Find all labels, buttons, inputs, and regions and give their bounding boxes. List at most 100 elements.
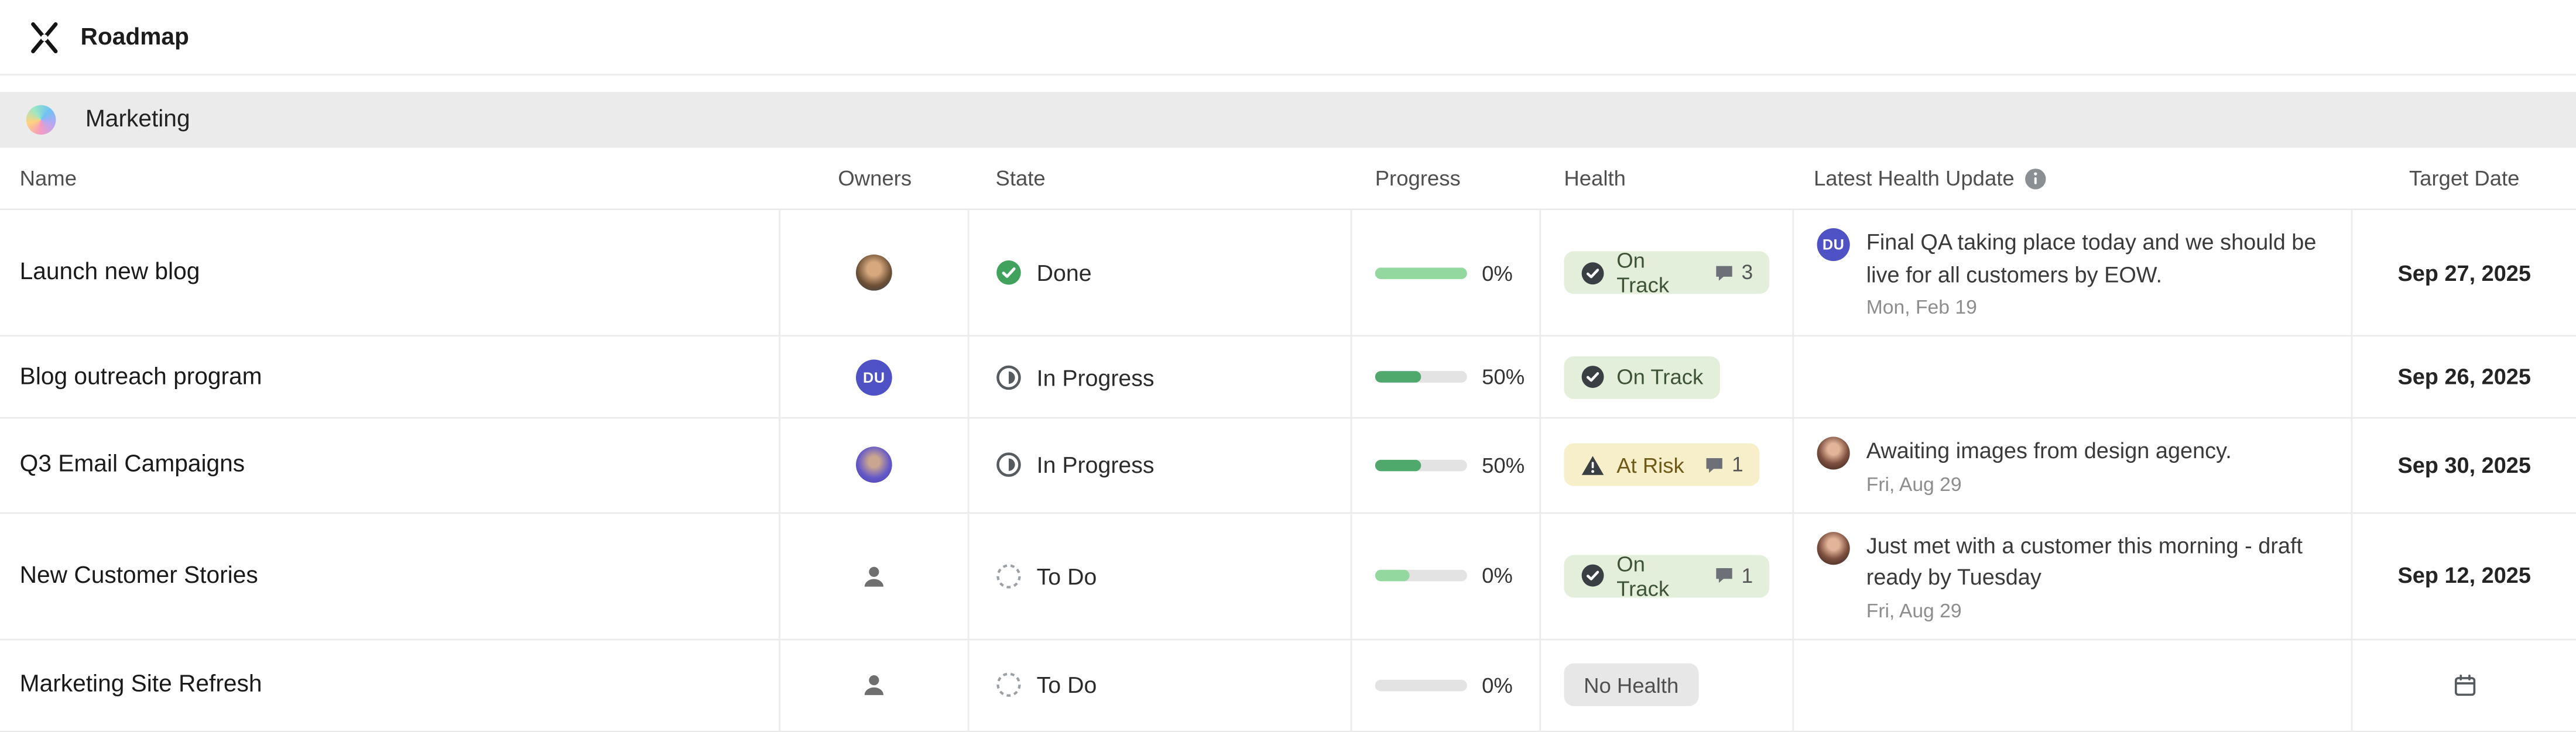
state-cell[interactable]: Done (970, 210, 1352, 335)
project-name-cell[interactable]: Marketing Site Refresh (0, 640, 780, 731)
group-name: Marketing (85, 106, 190, 133)
health-cell: No Health (1541, 640, 1794, 731)
target-date-cell[interactable]: Sep 27, 2025 (2352, 210, 2576, 335)
group-header-marketing[interactable]: Marketing (0, 92, 2576, 148)
health-update-cell[interactable] (1794, 640, 2353, 731)
health-update-cell[interactable]: Awaiting images from design agency. Fri,… (1794, 418, 2353, 512)
health-label: On Track (1616, 551, 1670, 601)
state-label: In Progress (1036, 452, 1155, 479)
project-name: Q3 Email Campaigns (19, 452, 245, 479)
progress-percent: 50% (1482, 365, 1525, 390)
state-todo-icon (996, 672, 1022, 699)
health-update-cell[interactable]: DU Final QA taking place today and we sh… (1794, 210, 2353, 335)
column-header-name: Name (19, 166, 77, 191)
update-date: Fri, Aug 29 (1866, 472, 1962, 496)
progress-percent: 0% (1482, 672, 1513, 698)
state-label: To Do (1036, 562, 1097, 589)
progress-cell: 50% (1352, 418, 1542, 512)
health-badge[interactable]: On Track (1564, 355, 1720, 398)
target-date-cell[interactable]: Sep 26, 2025 (2352, 337, 2576, 417)
owners-cell (780, 210, 970, 335)
progress-bar (1375, 459, 1467, 472)
update-author-avatar: DU (1817, 228, 1850, 262)
app-logo-icon (26, 19, 63, 55)
progress-percent: 0% (1482, 563, 1513, 589)
owners-cell (780, 418, 970, 512)
project-name: New Customer Stories (19, 562, 258, 589)
target-date-cell[interactable]: Sep 12, 2025 (2352, 513, 2576, 638)
info-icon[interactable] (2025, 167, 2047, 190)
comment-count[interactable]: 1 (1714, 565, 1753, 587)
no-owner-icon (859, 671, 889, 700)
check-circle-icon (1580, 260, 1605, 285)
column-header-target-date: Target Date (2409, 166, 2520, 191)
health-cell: On Track 3 (1541, 210, 1794, 335)
project-name: Blog outreach program (19, 363, 262, 390)
health-cell: On Track (1541, 336, 1794, 418)
column-header-state: State (995, 166, 1046, 191)
health-badge[interactable]: At Risk 1 (1564, 444, 1760, 487)
target-date: Sep 27, 2025 (2397, 260, 2531, 286)
update-text: Final QA taking place today and we shoul… (1866, 229, 2317, 287)
health-update-cell[interactable]: Just met with a customer this morning - … (1794, 513, 2353, 639)
page-title: Roadmap (80, 23, 189, 50)
progress-cell: 0% (1352, 513, 1542, 639)
no-owner-icon (859, 561, 889, 591)
health-update-cell[interactable] (1794, 336, 2353, 418)
owner-avatar (855, 447, 892, 484)
project-name-cell[interactable]: New Customer Stories (0, 513, 780, 639)
table-row[interactable]: Q3 Email Campaigns In Progress 50% (0, 418, 2576, 514)
comment-count[interactable]: 3 (1714, 261, 1753, 284)
state-label: Done (1036, 259, 1092, 286)
state-done-icon (996, 260, 1022, 286)
column-header-owners: Owners (838, 166, 912, 191)
project-name-cell[interactable]: Blog outreach program (0, 336, 780, 418)
progress-bar (1375, 371, 1467, 383)
health-badge[interactable]: On Track 1 (1564, 551, 1770, 600)
progress-percent: 0% (1482, 260, 1513, 286)
check-circle-icon (1580, 365, 1605, 389)
target-date: Sep 26, 2025 (2397, 365, 2531, 390)
target-date-cell[interactable] (2352, 640, 2576, 730)
calendar-icon (2452, 673, 2476, 697)
target-date: Sep 30, 2025 (2397, 453, 2531, 478)
check-circle-icon (1580, 563, 1605, 588)
state-cell[interactable]: To Do (970, 640, 1352, 731)
top-bar: Roadmap (0, 0, 2576, 76)
owners-cell (780, 640, 970, 731)
project-name: Marketing Site Refresh (19, 672, 262, 699)
health-label: On Track (1616, 365, 1704, 390)
warning-triangle-icon (1580, 455, 1605, 476)
update-author-avatar (1817, 531, 1850, 565)
update-text: Awaiting images from design agency. (1866, 438, 2232, 463)
health-label: At Risk (1616, 453, 1684, 478)
state-cell[interactable]: In Progress (970, 418, 1352, 512)
target-date: Sep 12, 2025 (2397, 563, 2531, 589)
project-name-cell[interactable]: Launch new blog (0, 210, 780, 335)
table-row[interactable]: Blog outreach program DU In Progress 50% (0, 336, 2576, 419)
table-header: Name Owners State Progress Health Latest… (0, 147, 2576, 211)
table-row[interactable]: New Customer Stories To Do 0% (0, 513, 2576, 640)
table-row[interactable]: Launch new blog Done 0% (0, 210, 2576, 337)
column-header-progress: Progress (1375, 166, 1461, 191)
comment-bubble-icon (1714, 565, 1735, 586)
health-badge[interactable]: No Health (1564, 664, 1699, 707)
state-cell[interactable]: In Progress (970, 336, 1352, 418)
table-row[interactable]: Marketing Site Refresh To Do 0% (0, 640, 2576, 732)
update-date: Fri, Aug 29 (1866, 599, 1962, 622)
update-text: Just met with a customer this morning - … (1866, 533, 2303, 590)
target-date-cell[interactable]: Sep 30, 2025 (2352, 419, 2576, 512)
owner-avatar: DU (855, 359, 892, 396)
health-badge[interactable]: On Track 3 (1564, 248, 1770, 297)
health-label: On Track (1616, 248, 1670, 298)
project-name: Launch new blog (19, 259, 200, 286)
comment-count[interactable]: 1 (1704, 454, 1743, 477)
column-header-latest-health-update: Latest Health Update (1813, 166, 2015, 191)
state-in-progress-icon (996, 364, 1022, 390)
comment-bubble-icon (1704, 455, 1725, 476)
progress-bar (1375, 267, 1467, 279)
state-cell[interactable]: To Do (970, 513, 1352, 639)
project-name-cell[interactable]: Q3 Email Campaigns (0, 418, 780, 512)
column-header-health: Health (1564, 166, 1626, 191)
